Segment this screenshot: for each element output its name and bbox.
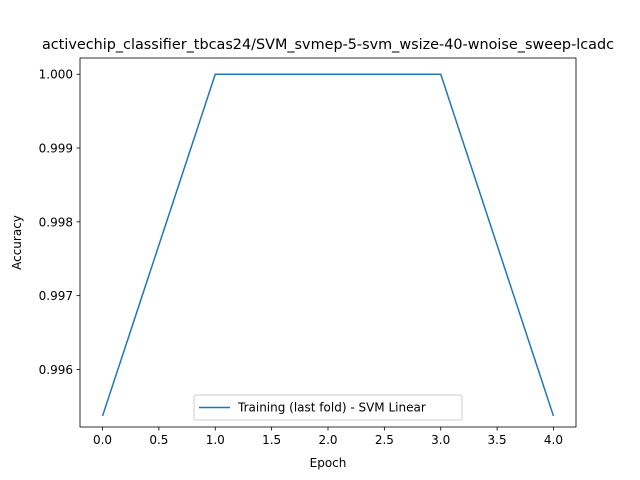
y-tick-label: 0.998 (39, 215, 73, 229)
plot-frame (79, 57, 577, 428)
x-tick-label: 1.5 (262, 433, 281, 447)
y-axis-label: Accuracy (10, 215, 24, 270)
y-tick-label: 0.997 (39, 289, 73, 303)
series-lines (101, 73, 555, 417)
x-axis-ticks: 0.0 0.5 1.0 1.5 2.0 2.5 3.0 3.5 4.0 (93, 427, 563, 447)
x-axis-label: Epoch (310, 456, 347, 470)
legend-frame (193, 394, 463, 421)
series-line (101, 73, 555, 417)
x-tick-label: 2.5 (375, 433, 394, 447)
x-tick-label: 0.5 (149, 433, 168, 447)
chart-title: activechip_classifier_tbcas24/SVM_svmep-… (42, 37, 614, 53)
x-tick-label: 3.5 (488, 433, 507, 447)
x-tick-label: 0.0 (93, 433, 112, 447)
y-tick-label: 0.996 (39, 363, 73, 377)
y-tick-label: 1.000 (39, 68, 73, 82)
x-tick-label: 4.0 (544, 433, 563, 447)
x-tick-label: 1.0 (206, 433, 225, 447)
y-tick-label: 0.999 (39, 142, 73, 156)
legend-label: Training (last fold) - SVM Linear (237, 401, 426, 415)
plot-area (80, 58, 576, 427)
legend: Training (last fold) - SVM Linear (193, 394, 463, 421)
x-tick-label: 3.0 (431, 433, 450, 447)
y-axis-ticks: 0.996 0.997 0.998 0.999 1.000 (39, 68, 80, 377)
x-tick-label: 2.0 (318, 433, 337, 447)
